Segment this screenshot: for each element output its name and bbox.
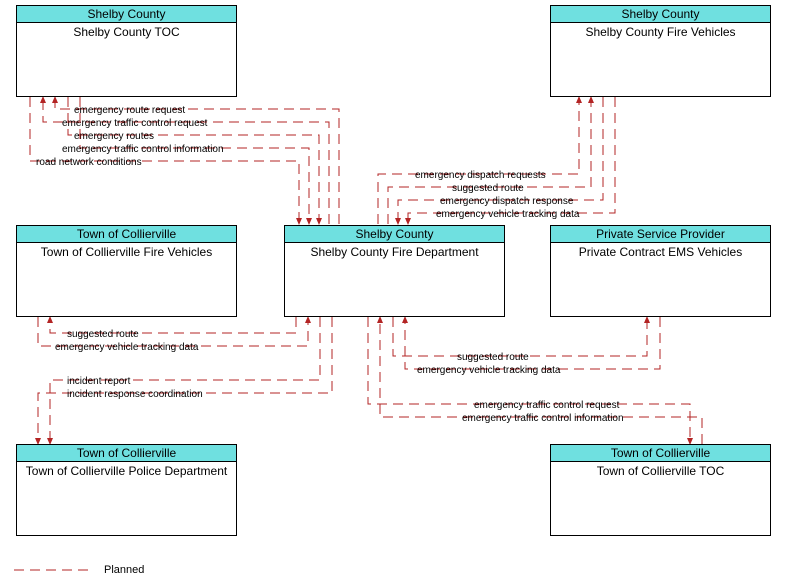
svg-text:suggested route: suggested route xyxy=(452,183,524,194)
svg-text:emergency route request: emergency route request xyxy=(74,105,185,116)
node-header: Shelby County xyxy=(17,6,236,23)
svg-text:emergency dispatch response: emergency dispatch response xyxy=(440,196,574,207)
svg-text:suggested route: suggested route xyxy=(457,352,529,363)
node-shelby-toc: Shelby County Shelby County TOC xyxy=(16,5,237,97)
node-header: Town of Collierville xyxy=(551,445,770,462)
legend-label: Planned xyxy=(104,564,144,576)
node-header: Town of Collierville xyxy=(17,226,236,243)
node-header: Shelby County xyxy=(551,6,770,23)
node-body: Town of Collierville Police Department xyxy=(17,462,236,478)
node-shelby-fire-vehicles: Shelby County Shelby County Fire Vehicle… xyxy=(550,5,771,97)
svg-text:emergency dispatch requests: emergency dispatch requests xyxy=(415,170,546,181)
node-header: Town of Collierville xyxy=(17,445,236,462)
node-header: Private Service Provider xyxy=(551,226,770,243)
node-body: Shelby County Fire Vehicles xyxy=(551,23,770,39)
node-fire-dept: Shelby County Shelby County Fire Departm… xyxy=(284,225,505,317)
svg-text:emergency vehicle tracking dat: emergency vehicle tracking data xyxy=(436,209,580,220)
node-header: Shelby County xyxy=(285,226,504,243)
node-cv-toc: Town of Collierville Town of Colliervill… xyxy=(550,444,771,536)
svg-text:incident report: incident report xyxy=(67,376,131,387)
svg-text:emergency traffic control info: emergency traffic control information xyxy=(62,144,224,155)
svg-text:emergency routes: emergency routes xyxy=(74,131,154,142)
legend: Planned xyxy=(14,564,144,576)
node-body: Shelby County TOC xyxy=(17,23,236,39)
node-body: Town of Collierville TOC xyxy=(551,462,770,478)
node-cv-police: Town of Collierville Town of Colliervill… xyxy=(16,444,237,536)
svg-text:incident response coordination: incident response coordination xyxy=(67,389,203,400)
node-ems: Private Service Provider Private Contrac… xyxy=(550,225,771,317)
node-body: Shelby County Fire Department xyxy=(285,243,504,259)
svg-text:emergency traffic control requ: emergency traffic control request xyxy=(62,118,208,129)
svg-text:emergency vehicle tracking dat: emergency vehicle tracking data xyxy=(55,342,199,353)
svg-text:emergency vehicle tracking dat: emergency vehicle tracking data xyxy=(417,365,561,376)
node-body: Town of Collierville Fire Vehicles xyxy=(17,243,236,259)
svg-text:emergency traffic control info: emergency traffic control information xyxy=(462,413,624,424)
svg-text:emergency traffic control requ: emergency traffic control request xyxy=(474,400,620,411)
legend-line-icon xyxy=(14,568,94,572)
svg-text:suggested route: suggested route xyxy=(67,329,139,340)
node-cv-fire-vehicles: Town of Collierville Town of Colliervill… xyxy=(16,225,237,317)
node-body: Private Contract EMS Vehicles xyxy=(551,243,770,259)
svg-text:road network conditions: road network conditions xyxy=(36,157,142,168)
